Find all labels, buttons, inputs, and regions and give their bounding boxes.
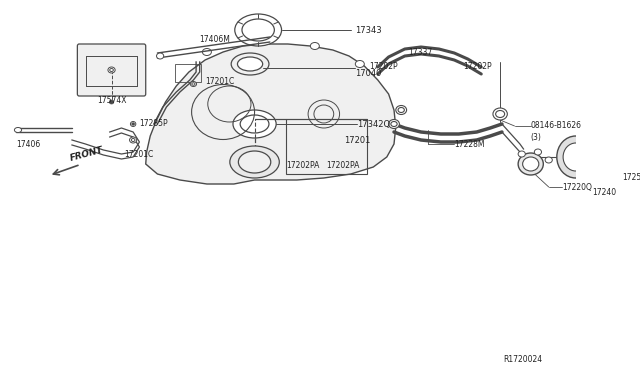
Ellipse shape (563, 143, 588, 171)
Ellipse shape (557, 136, 595, 178)
Ellipse shape (534, 149, 541, 155)
Ellipse shape (310, 42, 319, 49)
Ellipse shape (595, 142, 614, 162)
Polygon shape (237, 64, 262, 108)
Ellipse shape (495, 110, 504, 118)
Ellipse shape (545, 157, 552, 163)
Text: 17285P: 17285P (140, 119, 168, 128)
Ellipse shape (493, 108, 508, 120)
Ellipse shape (131, 122, 136, 126)
Text: 17202P: 17202P (463, 61, 492, 71)
Ellipse shape (109, 100, 114, 104)
Text: 17228M: 17228M (454, 140, 484, 148)
Ellipse shape (355, 61, 364, 67)
Ellipse shape (398, 108, 404, 112)
Text: 17342Q: 17342Q (357, 119, 390, 128)
Ellipse shape (129, 137, 137, 143)
Ellipse shape (237, 57, 262, 71)
Ellipse shape (242, 19, 275, 41)
Ellipse shape (523, 157, 539, 171)
Text: (3): (3) (531, 132, 541, 141)
Ellipse shape (131, 138, 135, 141)
Text: 17201C: 17201C (124, 150, 154, 158)
Bar (175, 64, 200, 82)
Text: 17406: 17406 (16, 140, 40, 148)
Text: 17201C: 17201C (205, 77, 234, 86)
Text: 17040: 17040 (355, 68, 381, 77)
Ellipse shape (230, 146, 279, 178)
Text: 08146-B1626: 08146-B1626 (531, 121, 582, 129)
Text: 17202PA: 17202PA (326, 160, 360, 170)
Text: 17251: 17251 (623, 173, 640, 182)
Ellipse shape (396, 106, 406, 115)
Text: 17240: 17240 (592, 187, 616, 196)
Ellipse shape (157, 53, 164, 59)
Polygon shape (146, 44, 396, 184)
Text: 17406M: 17406M (200, 35, 230, 44)
Ellipse shape (132, 123, 134, 125)
Ellipse shape (518, 151, 525, 157)
Text: 17202P: 17202P (369, 61, 397, 71)
Ellipse shape (233, 110, 276, 138)
Text: 17337: 17337 (408, 48, 433, 57)
Text: R1720024: R1720024 (504, 356, 543, 365)
Bar (286, 119, 367, 174)
Ellipse shape (192, 83, 195, 85)
Text: 17201: 17201 (344, 135, 371, 144)
Text: 17220Q: 17220Q (562, 183, 592, 192)
Text: 17343: 17343 (355, 26, 382, 35)
Text: 17574X: 17574X (97, 96, 127, 105)
Ellipse shape (108, 67, 115, 73)
Ellipse shape (518, 153, 543, 175)
Text: 17202PA: 17202PA (286, 160, 319, 170)
Ellipse shape (190, 81, 196, 87)
Ellipse shape (599, 146, 610, 158)
FancyBboxPatch shape (77, 44, 146, 96)
Ellipse shape (240, 115, 269, 133)
Ellipse shape (238, 151, 271, 173)
Ellipse shape (391, 122, 397, 126)
Ellipse shape (231, 53, 269, 75)
Ellipse shape (109, 68, 113, 71)
Ellipse shape (235, 14, 282, 46)
Ellipse shape (202, 48, 211, 55)
Ellipse shape (14, 128, 22, 132)
Text: FRONT: FRONT (69, 145, 104, 163)
Ellipse shape (388, 119, 399, 128)
